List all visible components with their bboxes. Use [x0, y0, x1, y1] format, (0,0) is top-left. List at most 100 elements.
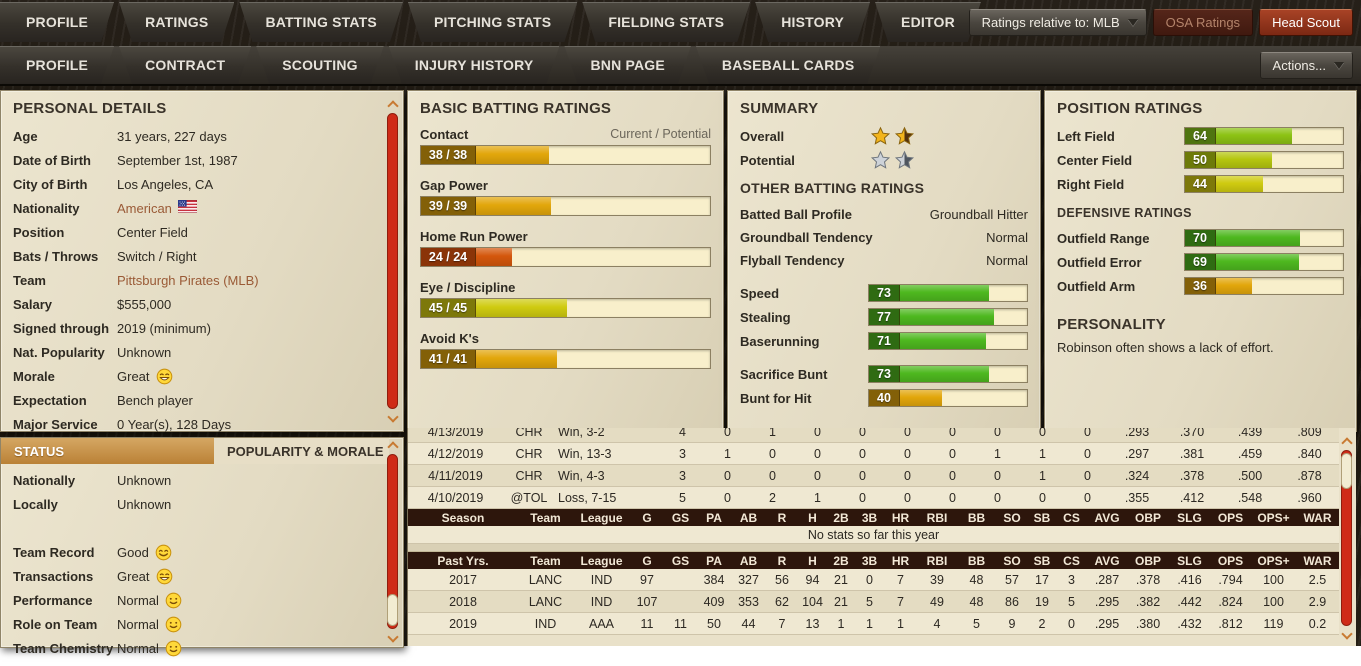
tab-editor[interactable]: EDITOR — [875, 2, 981, 42]
subtab-contract[interactable]: CONTRACT — [119, 46, 251, 84]
profile-label: Groundball Tendency — [740, 230, 873, 245]
rating-bar: 41 / 41 — [420, 349, 711, 369]
scrollbar-track[interactable] — [387, 454, 398, 629]
status-tab-strip: STATUS POPULARITY & MORALE — [1, 438, 389, 464]
stat-cell: .809 — [1280, 428, 1339, 443]
scrollbar-thumb[interactable] — [1341, 453, 1352, 489]
column-header: 3B — [855, 509, 884, 526]
rating-bar: 77 — [868, 308, 1028, 326]
table-scrollbar[interactable] — [1340, 436, 1353, 640]
stat-cell: 94 — [798, 569, 827, 591]
rating-label: Contact — [420, 126, 469, 142]
detail-label: Age — [13, 128, 38, 144]
subtab-bnn-page[interactable]: BNN PAGE — [564, 46, 690, 84]
detail-row-nat-popularity: Nat. Popularity Unknown — [13, 340, 379, 364]
column-header: Season — [408, 509, 518, 526]
column-header: BB — [957, 509, 996, 526]
scroll-up-icon[interactable] — [387, 99, 398, 110]
scroll-down-icon[interactable] — [1341, 629, 1352, 640]
subtab-baseball-cards[interactable]: BASEBALL CARDS — [696, 46, 880, 84]
column-header: HR — [884, 552, 917, 569]
personal-scrollbar[interactable] — [386, 99, 399, 423]
rating-label: Sacrifice Bunt — [740, 366, 828, 382]
game-log-row[interactable]: 4/12/2019 CHR Win, 13-3 3 1 0 0 0 0 0 1 1 0.297.381.… — [408, 442, 1339, 465]
subtab-injury-history[interactable]: INJURY HISTORY — [389, 46, 560, 84]
rating-bar: 73 — [868, 365, 1028, 383]
rating-row-stealing: Stealing 77 — [740, 305, 1028, 329]
status-scrollbar[interactable] — [386, 440, 399, 643]
stat-cell: 39 — [917, 569, 957, 591]
stat-cell: 0 — [840, 486, 885, 509]
stat-cell: 0 — [1020, 486, 1065, 509]
tab-pitching-stats[interactable]: PITCHING STATS — [408, 2, 577, 42]
tab-fielding-stats[interactable]: FIELDING STATS — [582, 2, 750, 42]
batting-profile-row: Batted Ball Profile Groundball Hitter — [740, 203, 1028, 226]
detail-value[interactable]: American — [117, 199, 198, 216]
subtab-scouting[interactable]: SCOUTING — [256, 46, 384, 84]
stat-cell: .500 — [1220, 464, 1280, 487]
head-scout-button[interactable]: Head Scout — [1259, 9, 1353, 36]
season-header-row[interactable]: Season Team League G GS PA AB R H 2B 3B HR RBI BB SO SB… — [408, 509, 1339, 526]
detail-value-text: Los Angeles, CA — [117, 176, 214, 192]
detail-value: Normal — [117, 592, 182, 609]
spacer — [13, 516, 379, 540]
rating-row-sacrifice-bunt: Sacrifice Bunt 73 — [740, 362, 1028, 386]
subtab-profile[interactable]: PROFILE — [0, 46, 114, 84]
stat-cell: 62 — [766, 590, 798, 613]
stat-cell: 0 — [975, 428, 1020, 443]
scroll-down-icon[interactable] — [387, 632, 398, 643]
detail-value-text: Bench player — [117, 392, 193, 408]
column-header: H — [798, 509, 827, 526]
tab-popularity-morale[interactable]: POPULARITY & MORALE — [214, 438, 389, 464]
scroll-down-icon[interactable] — [387, 412, 398, 423]
rating-label: Eye / Discipline — [420, 279, 516, 295]
column-header: OPS — [1210, 509, 1251, 526]
column-header: AVG — [1087, 552, 1127, 569]
detail-value[interactable]: Pittsburgh Pirates (MLB) — [117, 273, 259, 288]
column-header: PA — [697, 552, 731, 569]
stat-cell: 353 — [731, 590, 766, 613]
rating-label: Right Field — [1057, 176, 1125, 192]
morale-grin-icon — [156, 568, 173, 585]
game-log-row[interactable]: 4/10/2019 @TOL Loss, 7-15 5 0 2 1 0 0 0 0 0 0.355.41… — [408, 486, 1339, 509]
actions-dropdown[interactable]: Actions... — [1259, 52, 1353, 79]
tab-profile[interactable]: PROFILE — [0, 2, 114, 42]
rating-value: 39 / 39 — [421, 197, 476, 215]
tab-history[interactable]: HISTORY — [755, 2, 870, 42]
spacer — [740, 353, 1028, 362]
column-header: League — [573, 552, 630, 569]
stat-cell: 1 — [827, 612, 855, 635]
tab-ratings[interactable]: RATINGS — [119, 2, 234, 42]
osa-ratings-button[interactable]: OSA Ratings — [1152, 9, 1254, 36]
column-header: OBP — [1127, 552, 1169, 569]
tab-status[interactable]: STATUS — [1, 438, 214, 464]
tab-batting-stats[interactable]: BATTING STATS — [239, 2, 402, 42]
game-log-row[interactable]: 4/13/2019 CHR Win, 3-2 4 0 1 0 0 0 0 0 0 0.293.370.4… — [408, 428, 1339, 443]
column-header: CS — [1056, 509, 1087, 526]
no-stats-row: No stats so far this year — [408, 526, 1339, 544]
stat-cell: 86 — [996, 590, 1028, 613]
past-years-header-row[interactable]: Past Yrs. Team League G GS PA AB R H 2B 3B HR RBI BB S… — [408, 552, 1339, 569]
detail-value: Los Angeles, CA — [117, 177, 213, 192]
scroll-up-icon[interactable] — [1341, 436, 1352, 447]
overall-star-rating — [870, 126, 1028, 146]
scrollbar-track[interactable] — [1341, 450, 1352, 626]
game-date: 4/12/2019 — [408, 442, 503, 465]
batting-profile-row: Flyball Tendency Normal — [740, 249, 1028, 272]
stat-cell: IND — [573, 569, 630, 591]
detail-value: September 1st, 1987 — [117, 153, 238, 168]
rating-label: Outfield Error — [1057, 254, 1142, 270]
stat-cell: 3 — [660, 464, 705, 487]
stat-cell: 11 — [630, 612, 664, 635]
scrollbar-thumb[interactable] — [387, 594, 398, 626]
scroll-up-icon[interactable] — [387, 440, 398, 451]
game-log-row[interactable]: 4/11/2019 CHR Win, 4-3 3 0 0 0 0 0 0 0 1 0.324.378.5… — [408, 464, 1339, 487]
column-header: GS — [664, 509, 697, 526]
ratings-relative-dropdown[interactable]: Ratings relative to: MLB — [968, 9, 1147, 36]
stat-cell: .416 — [1169, 569, 1210, 591]
detail-value-text: Great — [117, 568, 150, 584]
personal-details-panel: PERSONAL DETAILS Age 31 years, 227 days Da… — [0, 90, 404, 432]
scrollbar-thumb[interactable] — [387, 113, 398, 409]
stat-cell: 17 — [1028, 569, 1056, 591]
stat-cell: 44 — [731, 612, 766, 635]
